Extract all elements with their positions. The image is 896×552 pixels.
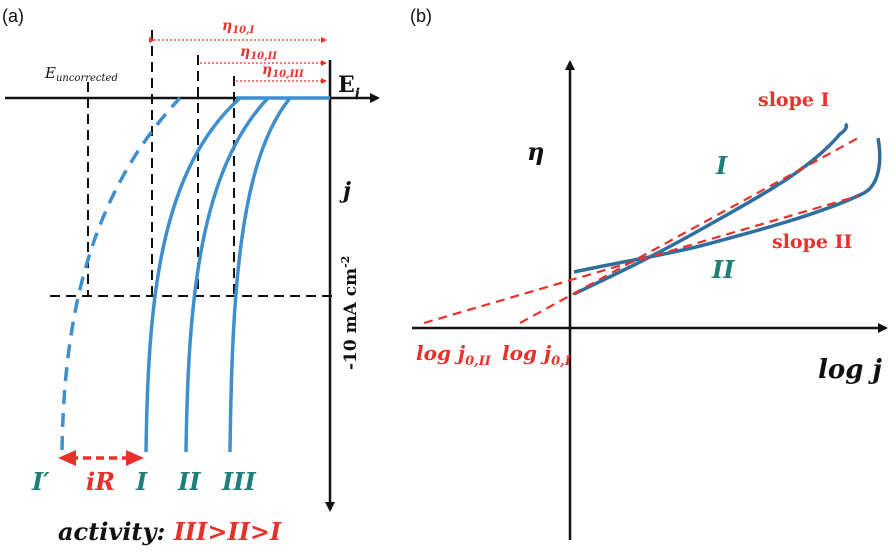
tafel-curve-ii-label: II [711,255,735,284]
curve-i [144,96,242,453]
log-j0-ii-label: log j0,II [416,341,492,369]
j-label: j [339,178,351,204]
tafel-curve-i-label: I [715,151,728,180]
panel-a-label: (a) [2,6,24,26]
slope-i-label: slope I [758,89,830,111]
curve-label-i-prime: I′ [31,467,50,496]
activity-statement: activity: III>II>I [58,517,282,546]
panel-a: (a) Ei Euncorrected j -10 mA cm-2 η10,I … [2,6,380,546]
tafel-slope-ii-line [423,194,859,325]
tafel-curve-ii [573,137,882,274]
panel-b: (b) η log j slope I slope II I II log j0… [410,6,888,540]
eta-10-ii-label: η10,II [240,44,277,62]
ir-arrow-right-head [126,450,144,466]
eta-10-i-label: η10,I [222,18,255,36]
curve-iii [228,96,292,453]
log-j-axis-label: log j [818,355,882,385]
ir-arrow-left-head [58,450,76,466]
tafel-slope-i-line [519,137,859,324]
e-uncorrected-label: Euncorrected [44,64,118,84]
e-i-label: Ei [338,72,360,102]
panel-b-label: (b) [410,6,432,26]
eta-10-iii-label: η10,III [262,62,304,80]
current-density-label: -10 mA cm-2 [339,256,361,370]
curve-ii [184,96,270,453]
curve-label-i: I [135,467,148,496]
log-j0-i-label: log j0,I [502,341,572,369]
tafel-curve-i [573,122,849,296]
curve-i-prime-uncorrected [60,96,182,451]
curve-label-iii: III [221,467,256,496]
slope-ii-label: slope II [772,231,852,253]
ir-label: iR [86,467,115,496]
curve-label-ii: II [177,467,201,496]
eta-axis-label: η [527,137,544,166]
